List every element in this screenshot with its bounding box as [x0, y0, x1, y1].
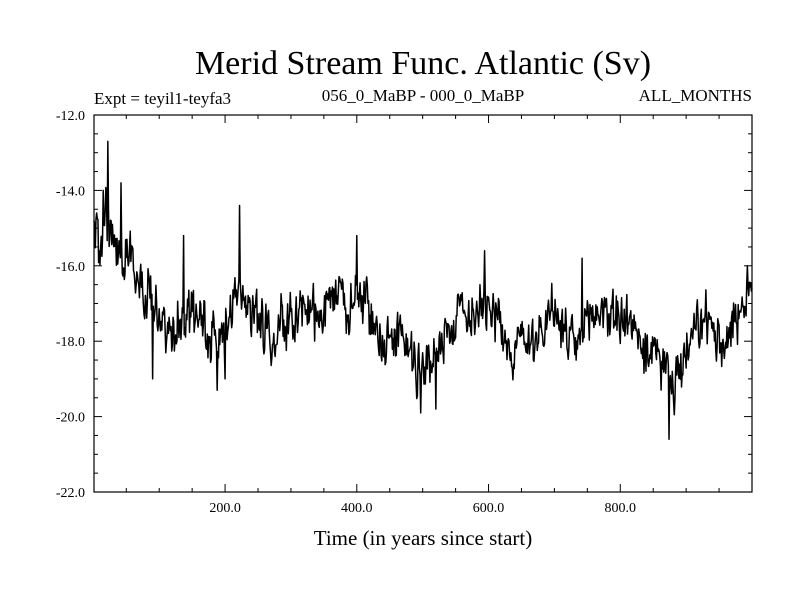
experiment-label: Expt = teyil1-teyfa3: [94, 89, 231, 108]
x-axis-label: Time (in years since start): [314, 526, 533, 550]
chart-title: Merid Stream Func. Atlantic (Sv): [195, 45, 651, 82]
x-tick-label: 200.0: [209, 501, 241, 516]
x-tick-label: 600.0: [473, 501, 505, 516]
months-label: ALL_MONTHS: [639, 86, 752, 105]
series-line: [93, 140, 753, 440]
y-tick-label: -18.0: [56, 335, 85, 350]
y-tick-label: -16.0: [56, 260, 85, 275]
plot-area: -12.0 -14.0 -16.0 -18.0 -20.0 -22.0 200.0 400.0…: [56, 109, 753, 516]
x-tick-label: 400.0: [341, 501, 373, 516]
period-label: 056_0_MaBP - 000_0_MaBP: [322, 86, 524, 105]
y-tick-label: -20.0: [56, 411, 85, 426]
y-tick-label: -12.0: [56, 109, 85, 124]
x-tick-label: 800.0: [605, 501, 637, 516]
y-tick-label: -22.0: [56, 486, 85, 501]
y-tick-label: -14.0: [56, 184, 85, 199]
